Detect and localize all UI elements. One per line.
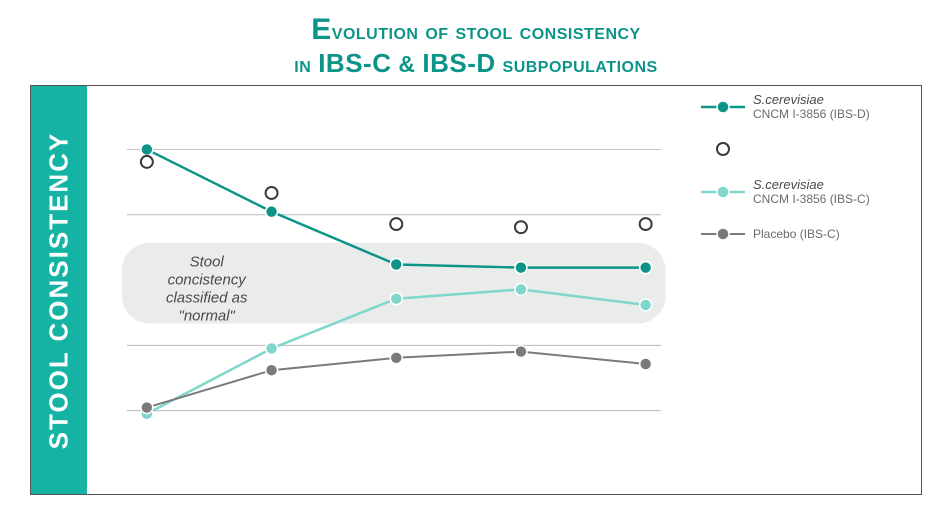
legend-label-placebo_ibsd	[753, 142, 757, 157]
title-bold2: IBS-D	[422, 48, 495, 78]
title-line1: volution of stool consistency	[332, 18, 641, 44]
title-line2-mid: &	[391, 51, 422, 77]
plot-area: Stoolconcistencyclassified as"normal" S.…	[87, 86, 921, 494]
y-axis-label-text: STOOL CONSISTENCY	[44, 131, 75, 449]
legend-label-sc_ibsc: S.cerevisiaeCNCM I-3856 (IBS-C)	[753, 177, 870, 206]
title-bold1: IBS-C	[318, 48, 391, 78]
title-line2-pre: in	[294, 51, 318, 77]
legend-swatch-sc_ibsc	[701, 182, 745, 202]
chart-container: STOOL CONSISTENCY Stoolconcistencyclassi…	[30, 85, 922, 495]
svg-text:"normal": "normal"	[179, 307, 236, 324]
legend-item-placebo_ibsd	[701, 139, 911, 159]
legend-label-placebo_ibsc: Placebo (IBS-C)	[753, 227, 840, 241]
legend-item-sc_ibsc: S.cerevisiaeCNCM I-3856 (IBS-C)	[701, 177, 911, 206]
y-axis-label: STOOL CONSISTENCY	[31, 86, 87, 494]
legend-swatch-sc_ibsd	[701, 97, 745, 117]
legend-swatch-placebo_ibsd	[701, 139, 745, 159]
svg-text:concistency: concistency	[168, 272, 248, 289]
svg-text:Stool: Stool	[190, 254, 225, 271]
legend-swatch-placebo_ibsc	[701, 224, 745, 244]
svg-text:classified as: classified as	[166, 289, 248, 306]
legend-item-placebo_ibsc: Placebo (IBS-C)	[701, 224, 911, 244]
legend-label-sc_ibsd: S.cerevisiaeCNCM I-3856 (IBS-D)	[753, 92, 870, 121]
chart-title: Evolution of stool consistency in IBS-C …	[0, 12, 952, 79]
legend-item-sc_ibsd: S.cerevisiaeCNCM I-3856 (IBS-D)	[701, 92, 911, 121]
title-cap: E	[311, 13, 332, 46]
legend: S.cerevisiaeCNCM I-3856 (IBS-D) S.cerevi…	[701, 92, 911, 262]
title-line2-post: subpopulations	[496, 51, 658, 77]
